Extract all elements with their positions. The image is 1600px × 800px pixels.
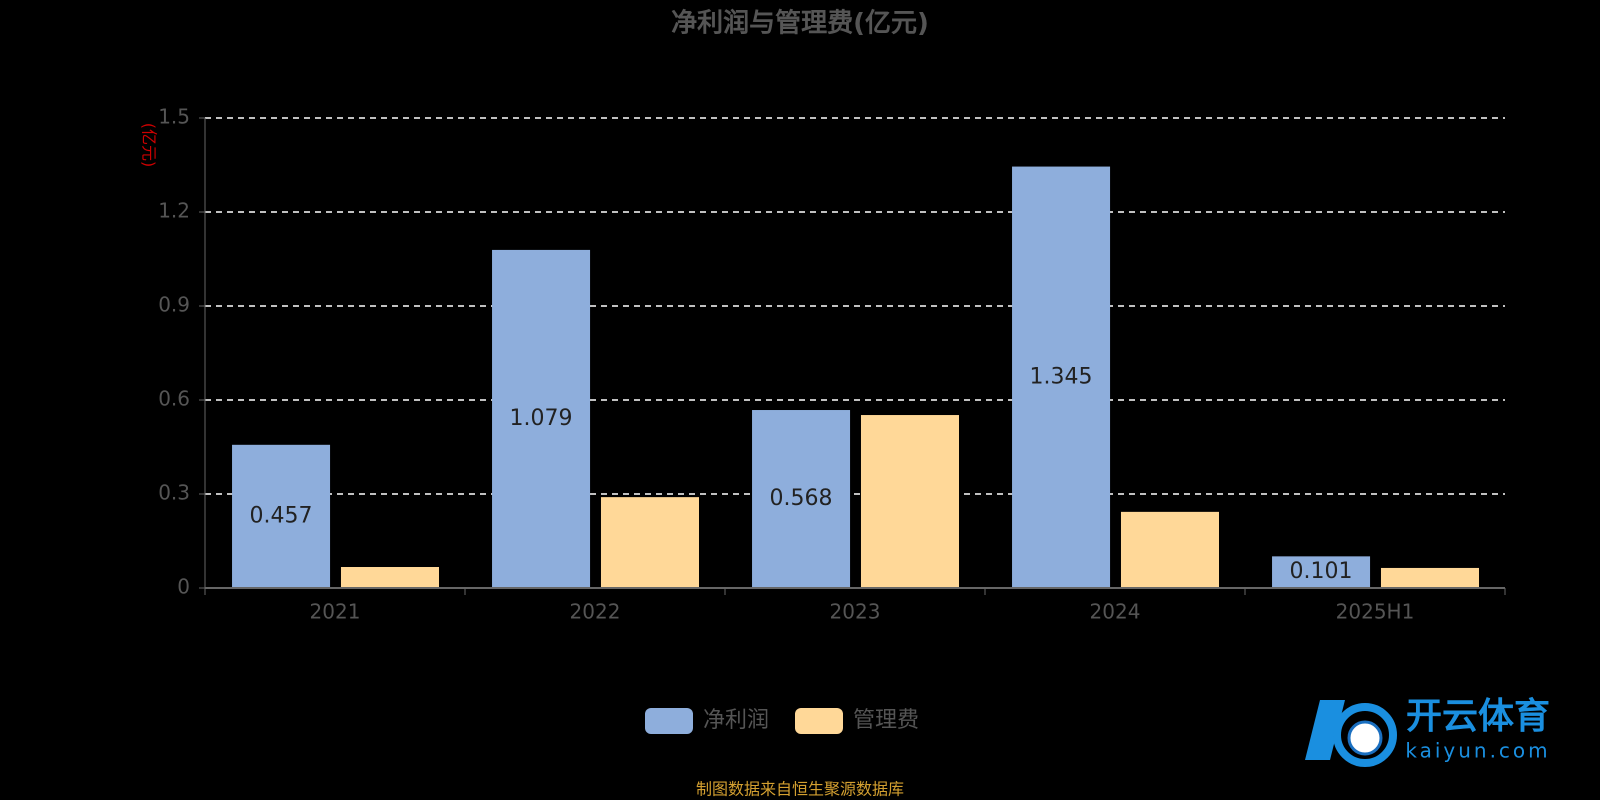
x-tick-label: 2022 (570, 600, 621, 624)
watermark: 开云体育 kaiyun.com (1305, 696, 1550, 767)
bar (1272, 556, 1371, 588)
x-tick-label: 2021 (310, 600, 361, 624)
y-tick-label: 0 (177, 575, 190, 599)
y-tick-label: 1.5 (158, 105, 190, 129)
bar (1380, 567, 1479, 588)
logo-ring (1333, 703, 1397, 767)
legend-swatch (645, 708, 693, 734)
bar (232, 444, 331, 588)
bar (340, 567, 439, 588)
x-tick-label: 2023 (830, 600, 881, 624)
x-tick-label: 2025H1 (1336, 600, 1415, 624)
y-axis-label: (亿元) (140, 123, 159, 168)
legend-label: 净利润 (703, 708, 769, 733)
data-label: 0.457 (250, 503, 313, 528)
data-label: 0.101 (1290, 559, 1353, 584)
y-tick-label: 0.6 (158, 387, 190, 411)
bar (1120, 511, 1219, 588)
bar (492, 249, 591, 588)
watermark-brand: 开云体育 (1406, 696, 1550, 737)
data-label: 1.345 (1030, 364, 1093, 389)
legend-swatch (795, 708, 843, 734)
bar (600, 497, 699, 588)
data-label: 1.079 (510, 406, 573, 431)
y-tick-label: 1.2 (158, 199, 190, 223)
logo-ball (1347, 720, 1383, 756)
source-note: 制图数据来自恒生聚源数据库 (696, 780, 904, 799)
bar (1012, 166, 1111, 589)
x-tick-label: 2024 (1090, 600, 1141, 624)
y-tick-label: 0.9 (158, 293, 190, 317)
logo-shape (1305, 700, 1345, 760)
bar (752, 410, 851, 588)
legend-label: 管理费 (853, 708, 919, 733)
bar (860, 415, 959, 588)
watermark-site: kaiyun.com (1405, 739, 1550, 763)
data-label: 0.568 (770, 486, 833, 511)
chart-title: 净利润与管理费(亿元) (671, 8, 929, 39)
y-tick-label: 0.3 (158, 481, 190, 505)
